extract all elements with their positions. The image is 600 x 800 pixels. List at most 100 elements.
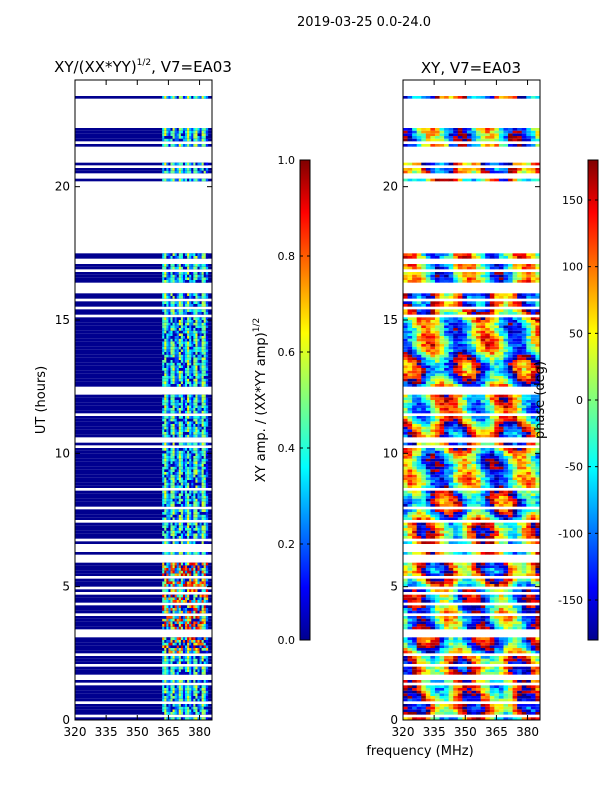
phase-cell-73-7 [434, 522, 440, 526]
phase-cell-8-25 [517, 696, 523, 699]
amplitude-cell-205-6 [174, 170, 178, 174]
amplitude-cell-131-17 [197, 368, 200, 371]
amplitude-cell-35-11 [185, 624, 188, 627]
amplitude-cell-138-12 [187, 349, 190, 352]
amplitude-cell-71-13 [189, 528, 192, 531]
phase-cell-46-9 [444, 594, 449, 598]
amplitude-cell-75-9 [180, 517, 184, 520]
amplitude-cell-99-8 [178, 453, 182, 456]
phase-cell-68-27 [526, 536, 532, 539]
amplitude-cell-112-19 [201, 418, 204, 422]
amplitude-cell-37-19 [201, 618, 204, 622]
amplitude-cell-73-12 [187, 522, 190, 526]
amplitude-cell-56-12 [187, 568, 190, 571]
phase-cell-3-3 [416, 709, 422, 712]
phase-cell-0-23 [508, 717, 513, 720]
amplitude-cell-136-3 [168, 354, 171, 358]
phase-cell-69-9 [444, 533, 449, 536]
amplitude-cell-113-19 [201, 416, 204, 419]
amplitude-cell-92-15 [193, 472, 196, 475]
amplitude-cell-83-7 [176, 496, 180, 499]
amplitude-cell-80-9 [180, 504, 184, 507]
amplitude-cell-166-21 [205, 274, 209, 278]
phase-cell-29-17 [480, 640, 486, 643]
amplitude-cell-141-0 [162, 341, 165, 344]
amplitude-cell-41-5 [172, 608, 175, 611]
amplitude-cell-99-13 [189, 453, 192, 456]
amplitude-cell-136-17 [197, 354, 200, 358]
amplitude-cell-91-2 [166, 474, 169, 478]
amplitude-cell-145-5 [172, 330, 175, 334]
amplitude-cell-215-20 [203, 144, 207, 147]
amplitude-cell-120-1 [164, 397, 167, 400]
phase-cell-21-0 [403, 661, 408, 664]
amplitude-cell-21-0 [162, 661, 165, 664]
amplitude-cell-35-4 [170, 624, 173, 627]
amplitude-cell-89-20 [203, 480, 207, 483]
amplitude-cell-118-4 [170, 402, 173, 406]
amplitude-row-140 [75, 344, 212, 347]
phase-cell-66-2 [412, 541, 417, 544]
amplitude-cell-87-16 [195, 485, 198, 488]
amplitude-cell-132-14 [191, 365, 194, 368]
amplitude-cell-23-15 [193, 656, 196, 659]
phase-cell-35-10 [448, 624, 454, 627]
amplitude-cell-46-15 [193, 594, 196, 598]
phase-cell-68-11 [453, 536, 459, 539]
amplitude-row-107 [75, 432, 212, 435]
amplitude-cell-93-13 [189, 469, 192, 472]
amplitude-cell-62-20 [203, 552, 207, 555]
amplitude-cell-99-15 [193, 453, 196, 456]
amplitude-cell-139-4 [170, 346, 173, 350]
amplitude-cell-129-6 [174, 373, 178, 376]
phase-cell-76-27 [526, 514, 532, 518]
amplitude-cell-40-8 [178, 610, 182, 614]
amplitude-cell-116-11 [185, 408, 188, 411]
amplitude-cell-54-13 [189, 573, 192, 576]
amplitude-cell-25-18 [199, 650, 202, 654]
phase-cell-10-27 [526, 690, 532, 694]
amplitude-cell-106-1 [164, 434, 167, 438]
phase-cell-9-27 [526, 693, 532, 696]
amplitude-cell-52-0 [162, 578, 165, 582]
amplitude-cell-119-19 [201, 400, 204, 403]
amplitude-cell-35-14 [191, 624, 194, 627]
amplitude-cell-42-2 [166, 605, 169, 608]
phase-cell-21-4 [421, 661, 427, 664]
amplitude-cell-101-13 [189, 448, 192, 451]
amplitude-cell-4-12 [187, 706, 190, 710]
amplitude-cell-136-13 [189, 354, 192, 358]
amplitude-cell-50-12 [187, 584, 190, 587]
amplitude-cell-133-8 [178, 362, 182, 366]
amplitude-cell-18-10 [182, 669, 186, 672]
amplitude-cell-159-16 [195, 293, 198, 296]
amplitude-cell-78-12 [187, 509, 190, 512]
amplitude-cell-164-9 [180, 280, 184, 283]
amplitude-cell-208-6 [174, 162, 178, 166]
amplitude-row-9 [75, 693, 212, 696]
amplitude-cell-48-0 [162, 589, 165, 592]
amplitude-cell-89-19 [201, 480, 204, 483]
amplitude-cell-42-21 [205, 605, 209, 608]
amplitude-cell-46-7 [176, 594, 180, 598]
amplitude-cell-19-21 [205, 666, 209, 670]
amplitude-cell-0-20 [203, 717, 207, 720]
amplitude-cell-73-4 [170, 522, 173, 526]
amplitude-cell-4-11 [185, 706, 188, 710]
amplitude-cell-206-6 [174, 168, 178, 171]
phase-cell-68-3 [416, 536, 422, 539]
phase-cell-51-23 [508, 581, 513, 584]
amplitude-cell-88-6 [174, 482, 178, 486]
amplitude-cell-135-14 [191, 357, 194, 360]
amplitude-cell-220-14 [191, 130, 194, 134]
phase-cell-9-0 [403, 693, 408, 696]
amplitude-cell-103-4 [170, 442, 173, 446]
phase-cell-57-13 [462, 565, 468, 568]
amplitude-cell-17-3 [168, 672, 171, 675]
phase-cell-28-21 [498, 642, 504, 646]
amplitude-cell-94-10 [182, 466, 186, 470]
amplitude-cell-85-12 [187, 490, 190, 494]
amplitude-cell-116-7 [176, 408, 180, 411]
phase-cell-57-17 [480, 565, 486, 568]
phase-cell-71-2 [412, 528, 417, 531]
